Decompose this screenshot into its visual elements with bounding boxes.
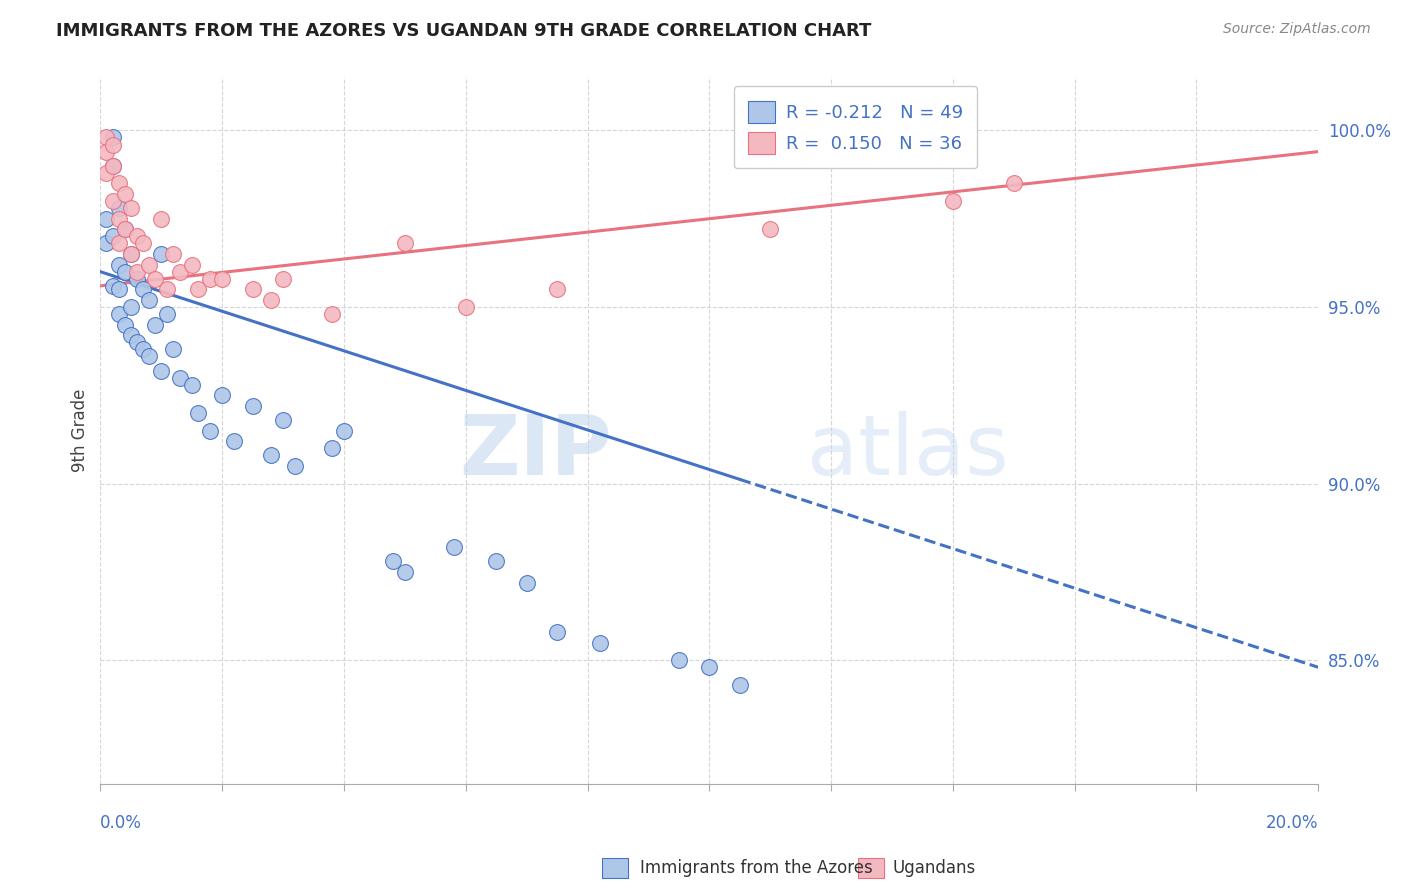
Point bbox=[101, 159, 124, 173]
Point bbox=[96, 211, 118, 226]
Point bbox=[942, 194, 965, 208]
Point bbox=[242, 399, 264, 413]
Point bbox=[728, 678, 751, 692]
Point bbox=[759, 222, 782, 236]
Point bbox=[150, 247, 173, 261]
Point bbox=[107, 201, 129, 215]
Point bbox=[138, 293, 160, 307]
Point bbox=[132, 282, 155, 296]
Point bbox=[101, 137, 124, 152]
Point bbox=[260, 293, 283, 307]
Point bbox=[546, 624, 568, 639]
Text: ZIP: ZIP bbox=[460, 411, 612, 492]
Point bbox=[589, 635, 612, 649]
Point bbox=[125, 272, 148, 286]
Point bbox=[150, 363, 173, 377]
Point bbox=[162, 343, 184, 357]
Point bbox=[114, 318, 136, 332]
Point bbox=[180, 258, 202, 272]
Point bbox=[321, 307, 343, 321]
Point bbox=[114, 265, 136, 279]
Point bbox=[187, 282, 209, 296]
Point bbox=[211, 388, 233, 402]
Point bbox=[284, 458, 307, 473]
Y-axis label: 9th Grade: 9th Grade bbox=[72, 389, 89, 473]
Point bbox=[271, 272, 294, 286]
Text: Source: ZipAtlas.com: Source: ZipAtlas.com bbox=[1223, 22, 1371, 37]
Point bbox=[143, 318, 166, 332]
Point bbox=[107, 211, 129, 226]
Point bbox=[125, 335, 148, 350]
Point bbox=[101, 130, 124, 145]
Point bbox=[381, 554, 404, 568]
Point bbox=[333, 424, 356, 438]
Text: IMMIGRANTS FROM THE AZORES VS UGANDAN 9TH GRADE CORRELATION CHART: IMMIGRANTS FROM THE AZORES VS UGANDAN 9T… bbox=[56, 22, 872, 40]
Point bbox=[120, 328, 142, 343]
Point bbox=[107, 307, 129, 321]
Text: Ugandans: Ugandans bbox=[893, 859, 976, 877]
Point bbox=[321, 442, 343, 456]
Point bbox=[120, 300, 142, 314]
Point bbox=[114, 222, 136, 236]
Point bbox=[132, 236, 155, 251]
Point bbox=[132, 343, 155, 357]
Point bbox=[454, 300, 477, 314]
Point bbox=[101, 194, 124, 208]
Text: 20.0%: 20.0% bbox=[1265, 814, 1319, 832]
Point bbox=[169, 265, 191, 279]
Point bbox=[125, 265, 148, 279]
Point bbox=[101, 229, 124, 244]
Legend: R = -0.212   N = 49, R =  0.150   N = 36: R = -0.212 N = 49, R = 0.150 N = 36 bbox=[734, 87, 977, 169]
Point bbox=[211, 272, 233, 286]
Point bbox=[120, 247, 142, 261]
Point bbox=[107, 236, 129, 251]
Point bbox=[150, 211, 173, 226]
Point bbox=[697, 660, 720, 674]
Text: 0.0%: 0.0% bbox=[100, 814, 142, 832]
Point bbox=[516, 575, 538, 590]
Point bbox=[143, 272, 166, 286]
Text: atlas: atlas bbox=[807, 411, 1008, 492]
Point bbox=[546, 282, 568, 296]
Point bbox=[138, 350, 160, 364]
Point bbox=[485, 554, 508, 568]
Point bbox=[101, 159, 124, 173]
Point bbox=[107, 282, 129, 296]
Point bbox=[260, 449, 283, 463]
Point bbox=[162, 247, 184, 261]
Point bbox=[156, 282, 179, 296]
Point bbox=[668, 653, 690, 667]
Point bbox=[114, 186, 136, 201]
Point bbox=[271, 413, 294, 427]
Point bbox=[120, 247, 142, 261]
Point bbox=[180, 377, 202, 392]
Point bbox=[169, 370, 191, 384]
Point bbox=[96, 145, 118, 159]
Point bbox=[138, 258, 160, 272]
Point bbox=[198, 272, 221, 286]
Text: Immigrants from the Azores: Immigrants from the Azores bbox=[640, 859, 873, 877]
Point bbox=[394, 236, 416, 251]
Point bbox=[443, 540, 465, 554]
Point bbox=[198, 424, 221, 438]
Point bbox=[96, 236, 118, 251]
Point bbox=[394, 565, 416, 579]
Point bbox=[107, 258, 129, 272]
Point bbox=[224, 434, 246, 449]
Point bbox=[107, 177, 129, 191]
Point bbox=[242, 282, 264, 296]
Point bbox=[187, 406, 209, 420]
Point bbox=[114, 222, 136, 236]
Point bbox=[96, 130, 118, 145]
Point bbox=[156, 307, 179, 321]
Point bbox=[96, 166, 118, 180]
Point bbox=[101, 278, 124, 293]
Point bbox=[1002, 177, 1025, 191]
Point bbox=[125, 229, 148, 244]
Point bbox=[120, 201, 142, 215]
